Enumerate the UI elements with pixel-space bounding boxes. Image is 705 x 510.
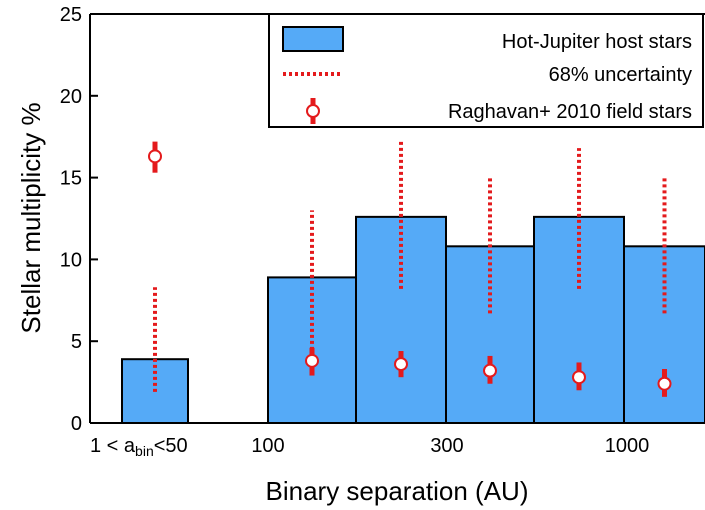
y-tick-label-0: 0 (71, 413, 82, 435)
field-stars-layer (148, 141, 672, 397)
field-point-100-200 (305, 353, 319, 368)
legend: Hot-Jupiter host stars 68% uncertainty R… (268, 13, 704, 128)
field-point-350-600 (483, 363, 497, 378)
x-tick-label-0: 1 < abin<50 (90, 435, 188, 459)
bar-600-1100 (533, 215, 625, 424)
x-axis-title: Binary separation (AU) (266, 476, 529, 506)
bar-350-600 (445, 245, 535, 424)
field-point-1-50 (148, 149, 162, 164)
legend-label-uncertainty: 68% uncertainty (549, 64, 692, 86)
y-tick-label-15: 15 (60, 168, 82, 190)
x-tick-label-2: 300 (430, 435, 463, 457)
field-point-1100-2000 (657, 376, 672, 391)
legend-swatch-field-point (306, 104, 320, 118)
y-tick-label-25: 25 (60, 4, 82, 26)
y-tick-label-20: 20 (60, 86, 82, 108)
y-tick-label-5: 5 (71, 331, 82, 353)
legend-label-field-stars: Raghavan+ 2010 field stars (448, 101, 692, 123)
field-point-200-350 (394, 357, 408, 372)
bar-200-350 (355, 215, 447, 424)
legend-swatch-bar (282, 26, 344, 52)
x-tick-label-1: 100 (251, 435, 284, 457)
bars-layer (121, 215, 705, 425)
legend-label-hot-jupiter: Hot-Jupiter host stars (502, 31, 692, 53)
uncertainty-layer (153, 141, 667, 392)
field-point-600-1100 (572, 370, 586, 385)
y-axis-title: Stellar multiplicity % (16, 102, 46, 333)
x-tick-label-3: 1000 (605, 435, 650, 457)
y-tick-label-10: 10 (60, 249, 82, 271)
y-ticks: 0 5 10 15 20 25 (60, 4, 98, 435)
